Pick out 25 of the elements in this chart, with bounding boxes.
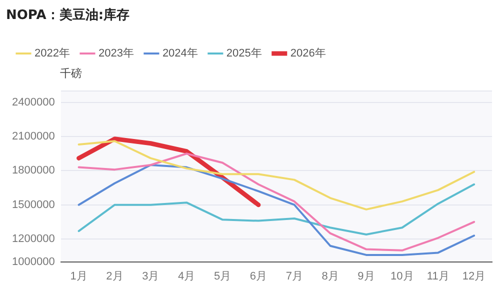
x-tick-label: 12月 xyxy=(462,270,486,282)
y-tick-label: 2100000 xyxy=(12,130,55,143)
x-tick-label: 3月 xyxy=(142,270,160,282)
chart-title: NOPA：美豆油:库存 xyxy=(6,6,130,24)
x-tick-label: 2月 xyxy=(106,270,124,282)
legend-label: 2024年 xyxy=(162,48,198,60)
y-axis-title: 千磅 xyxy=(60,66,82,81)
x-tick-label: 9月 xyxy=(358,270,375,282)
x-tick-label: 8月 xyxy=(322,270,339,282)
x-tick-label: 5月 xyxy=(214,270,232,282)
x-tick-label: 7月 xyxy=(286,270,303,282)
y-tick-label: 1000000 xyxy=(12,256,55,268)
x-tick-label: 10月 xyxy=(390,270,414,282)
legend-label: 2023年 xyxy=(98,48,134,60)
y-tick-label: 1200000 xyxy=(12,233,55,246)
x-tick-label: 4月 xyxy=(178,270,196,282)
legend-label: 2026年 xyxy=(290,48,326,60)
y-tick-label: 1500000 xyxy=(12,198,55,211)
x-tick-label: 6月 xyxy=(250,270,268,282)
x-tick-label: 1月 xyxy=(70,270,88,282)
y-tick-label: 1800000 xyxy=(12,164,55,177)
legend-label: 2025年 xyxy=(226,48,262,60)
x-tick-label: 11月 xyxy=(426,270,450,282)
legend-label: 2022年 xyxy=(34,48,70,60)
y-tick-label: 2400000 xyxy=(12,96,55,108)
